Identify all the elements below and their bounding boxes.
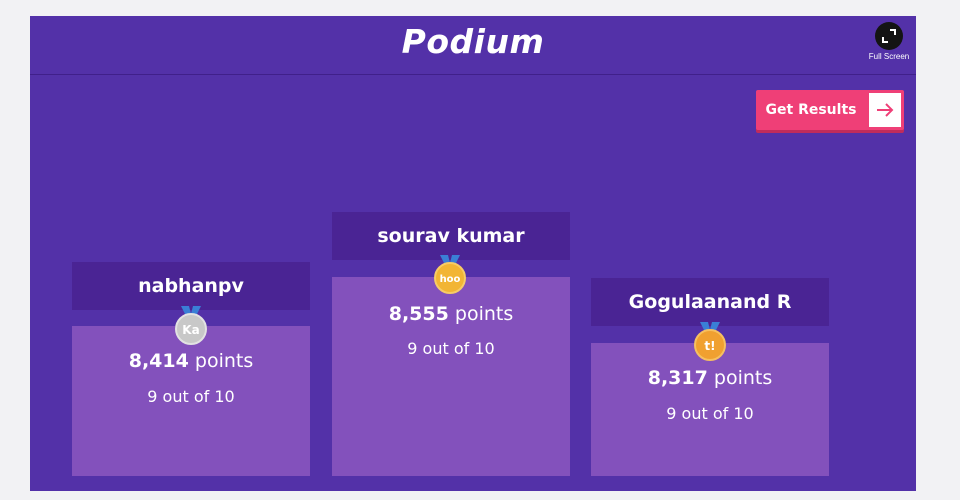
- header-bar: Podium Full Screen: [30, 16, 916, 75]
- score-third: 9 out of 10: [666, 404, 754, 423]
- podium-box-third: 8,317 points 9 out of 10: [591, 343, 829, 476]
- podium-box-second: 8,414 points 9 out of 10: [72, 326, 310, 476]
- podium-box-first: 8,555 points 9 out of 10: [332, 277, 570, 476]
- points-unit-first: points: [454, 303, 514, 325]
- points-first: 8,555 points: [332, 303, 570, 325]
- silver-medal-icon: Ka: [174, 306, 208, 346]
- score-second: 9 out of 10: [147, 387, 235, 406]
- points-value-third: 8,317: [647, 367, 708, 389]
- score-first: 9 out of 10: [407, 339, 495, 358]
- fullscreen-label: Full Screen: [868, 52, 910, 61]
- badge-second: Ka: [182, 323, 199, 337]
- podium-name-third: Gogulaanand R: [591, 278, 829, 326]
- points-second: 8,414 points: [72, 350, 310, 372]
- points-unit-second: points: [194, 350, 254, 372]
- podium-stage: Podium Full Screen Get Results nabhanpv …: [30, 16, 916, 491]
- points-unit-third: points: [713, 367, 773, 389]
- badge-first: hoo: [440, 274, 461, 285]
- points-third: 8,317 points: [591, 367, 829, 389]
- bronze-medal-icon: t!: [693, 322, 727, 362]
- get-results-button[interactable]: Get Results: [756, 90, 904, 130]
- gold-medal-icon: hoo: [433, 255, 467, 295]
- points-value-second: 8,414: [128, 350, 189, 372]
- arrow-right-icon: [869, 93, 901, 127]
- podium-name-second: nabhanpv: [72, 262, 310, 310]
- points-value-first: 8,555: [388, 303, 449, 325]
- fullscreen-button[interactable]: Full Screen: [859, 22, 916, 68]
- get-results-label: Get Results: [765, 102, 857, 118]
- page-title: Podium: [401, 22, 545, 61]
- podium-name-first: sourav kumar: [332, 212, 570, 260]
- fullscreen-icon: [875, 22, 903, 50]
- badge-third: t!: [704, 339, 715, 353]
